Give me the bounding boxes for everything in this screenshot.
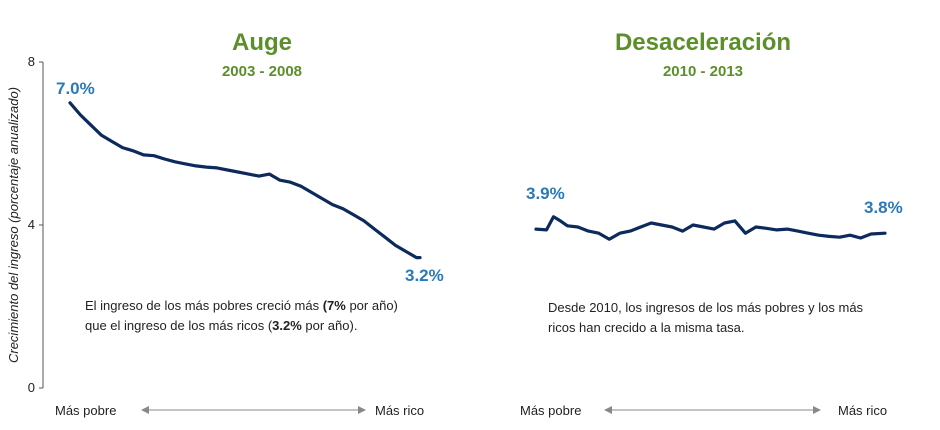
panel2-x-left-label: Más pobre — [520, 403, 581, 418]
y-axis-label: Crecimiento del ingreso (porcentaje anua… — [6, 87, 21, 363]
panel1-annotation: El ingreso de los más pobres creció más … — [85, 296, 420, 336]
panel1-x-right-label: Más rico — [375, 403, 424, 418]
panel2-title: Desaceleración — [615, 29, 791, 56]
panel1-title: Auge — [232, 29, 292, 56]
panel1-subtitle: 2003 - 2008 — [222, 63, 302, 80]
panel2-annotation-text: Desde 2010, los ingresos de los más pobr… — [548, 300, 864, 335]
panel1-annotation-part3: por año). — [301, 318, 358, 333]
y-tick-label: 4 — [28, 217, 35, 232]
series-line-auge — [68, 101, 422, 260]
panel1-annotation-bold1: (7% — [322, 298, 350, 313]
panel1-x-arrow-right-head — [358, 406, 366, 414]
y-tick-label: 0 — [28, 380, 35, 395]
panel1-start-label: 7.0% — [56, 79, 95, 98]
panel2-x-arrow-right-head — [813, 406, 821, 414]
panel2-x-arrow-left-head — [604, 406, 612, 414]
panel1-end-label: 3.2% — [405, 266, 444, 285]
panel2-annotation: Desde 2010, los ingresos de los más pobr… — [548, 298, 888, 338]
y-tick-label: 8 — [28, 54, 35, 69]
panel1-x-arrow-left-head — [141, 406, 149, 414]
panel2-x-right-label: Más rico — [838, 403, 887, 418]
panel2-start-label: 3.9% — [526, 184, 565, 203]
panel2-end-label: 3.8% — [864, 198, 903, 217]
panel2-subtitle: 2010 - 2013 — [663, 63, 743, 80]
panel1-annotation-part2: por año) que el ingreso de los más ricos… — [85, 298, 398, 333]
panel1-annotation-bold2: 3.2% — [272, 318, 302, 333]
panel1-x-left-label: Más pobre — [55, 403, 116, 418]
series-line-desaceleracion — [534, 215, 887, 241]
panel1-annotation-part1: El ingreso de los más pobres creció más — [85, 298, 323, 313]
y-ticks: 0 4 8 — [28, 54, 43, 395]
